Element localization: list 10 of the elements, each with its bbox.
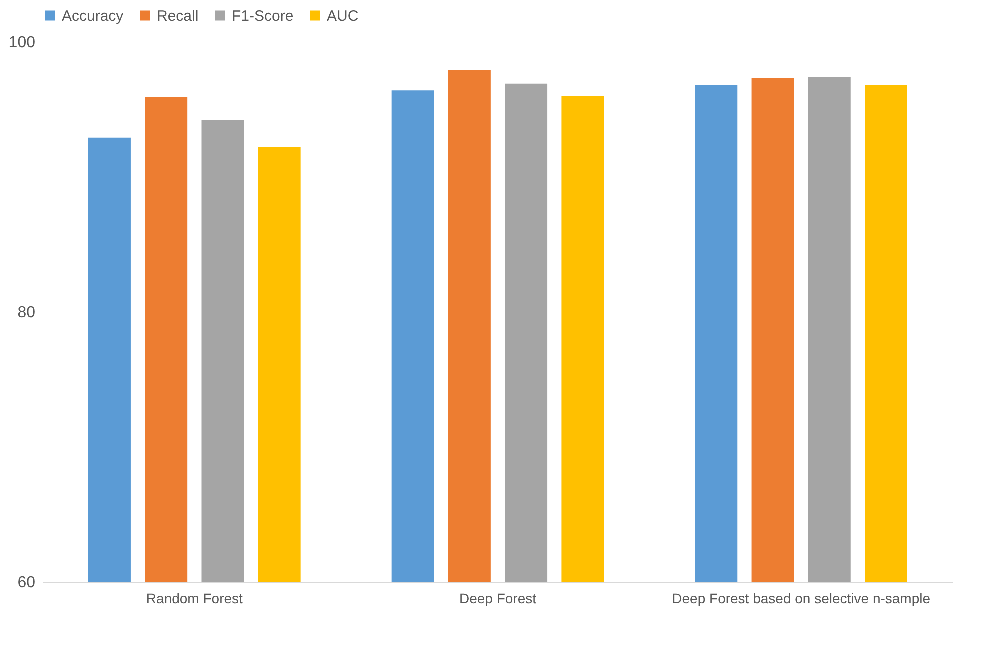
y-tick-label: 60 <box>18 574 36 592</box>
x-tick-label: Random Forest <box>146 590 244 606</box>
x-tick-label: Deep Forest <box>459 590 537 606</box>
x-tick-label: Deep Forest based on selective n-sample <box>672 590 931 606</box>
y-tick-label: 80 <box>18 304 36 322</box>
legend-label: AUC <box>327 8 359 25</box>
legend-label: F1-Score <box>232 8 294 25</box>
legend-label: Accuracy <box>62 8 124 25</box>
y-tick-label: 100 <box>8 34 36 52</box>
legend-label: Recall <box>157 8 199 25</box>
